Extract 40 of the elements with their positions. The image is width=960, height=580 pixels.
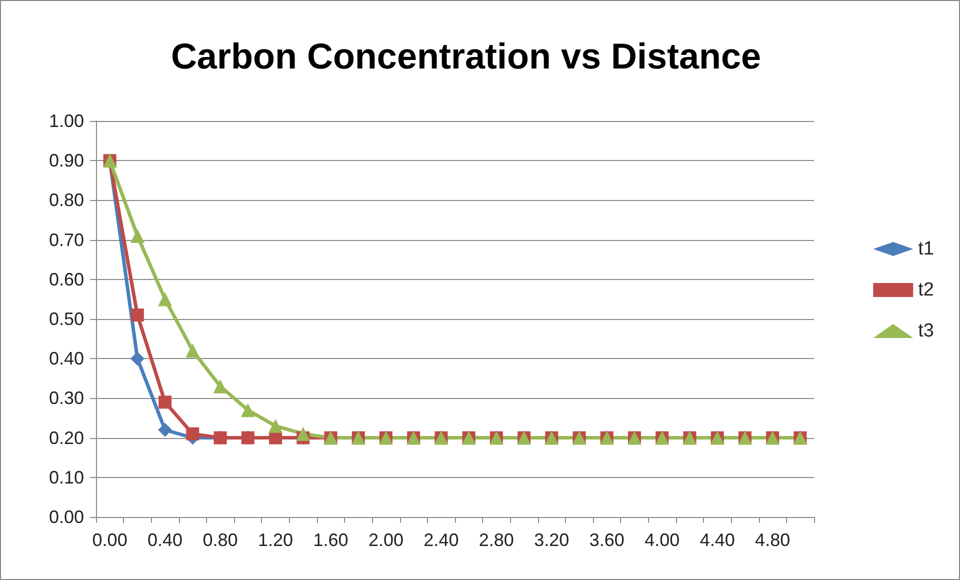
legend-label: t3 xyxy=(918,320,934,342)
y-tick-label: 0.00 xyxy=(48,507,84,527)
y-tick-label: 0.90 xyxy=(48,150,84,171)
point xyxy=(158,396,172,409)
point xyxy=(240,403,255,418)
point xyxy=(130,228,144,243)
y-tick-label: 0.40 xyxy=(48,348,84,369)
point xyxy=(186,344,200,358)
x-tick-label: 3.20 xyxy=(534,530,570,550)
legend-label: t1 xyxy=(918,238,934,260)
x-tick-label: 4.00 xyxy=(644,530,680,550)
point xyxy=(186,427,200,440)
y-tick-label: 0.30 xyxy=(48,388,84,408)
y-tick-label: 0.10 xyxy=(48,467,84,488)
point xyxy=(130,308,144,322)
y-tick-label: 0.70 xyxy=(48,230,84,250)
x-tick-label: 1.60 xyxy=(313,530,348,550)
x-tick-label: 0.00 xyxy=(92,530,128,550)
x-tick-label: 1.20 xyxy=(258,530,294,550)
x-tick-label: 2.80 xyxy=(478,530,514,550)
point xyxy=(213,379,228,394)
y-tick-label: 0.50 xyxy=(48,309,84,329)
y-tick-label: 0.20 xyxy=(48,428,84,448)
chart-title: Carbon Concentration vs Distance xyxy=(170,36,762,76)
x-tick-label: 2.40 xyxy=(424,530,459,550)
x-tick-label: 3.60 xyxy=(589,530,624,550)
point xyxy=(158,422,172,437)
point xyxy=(268,418,282,433)
point xyxy=(158,292,172,306)
y-tick-label: 0.60 xyxy=(48,269,84,290)
x-tick-label: 4.80 xyxy=(755,530,790,550)
x-tick-label: 4.40 xyxy=(700,530,735,550)
legend-label: t2 xyxy=(918,280,934,300)
x-tick-label: 2.00 xyxy=(368,530,404,550)
point xyxy=(130,352,144,366)
y-tick-label: 1.00 xyxy=(48,111,84,131)
y-tick-label: 0.80 xyxy=(48,190,84,210)
x-tick-label: 0.80 xyxy=(202,530,238,550)
point xyxy=(296,426,310,441)
x-tick-label: 0.40 xyxy=(148,530,183,550)
